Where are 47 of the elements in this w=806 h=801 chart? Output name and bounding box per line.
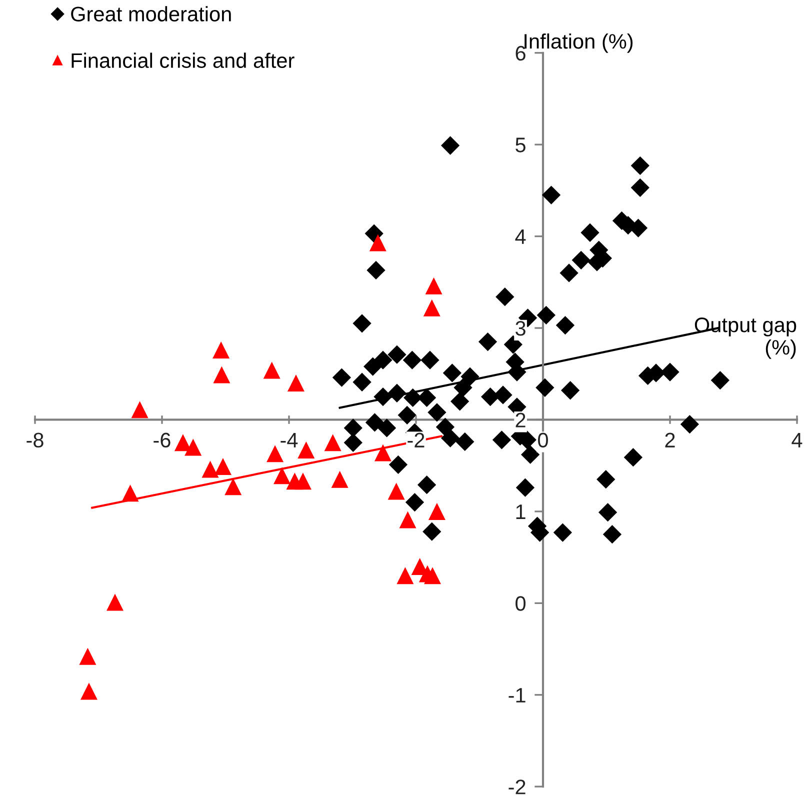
point: [213, 366, 230, 384]
x-tick-label: -6: [154, 432, 170, 448]
y-tick-label: -2: [508, 780, 526, 794]
y-tick-label: 3: [516, 321, 526, 336]
y-tick-label: 1: [516, 504, 526, 519]
y-tick-label: 0: [516, 596, 526, 611]
point: [396, 567, 414, 584]
x-tick-label: -2: [408, 432, 424, 448]
point: [212, 342, 230, 359]
point: [324, 434, 342, 452]
point: [131, 401, 148, 418]
point: [122, 484, 139, 502]
point: [287, 374, 304, 392]
x-tick-label: 0: [538, 432, 548, 448]
point: [298, 441, 315, 458]
point: [184, 438, 202, 456]
point: [174, 434, 192, 452]
point: [79, 648, 96, 665]
y-tick-label: 5: [516, 138, 526, 152]
y-axis-title: Inflation (%): [524, 33, 633, 53]
point: [202, 460, 219, 478]
x-tick-label: -8: [26, 432, 44, 448]
y-tick-label: 4: [515, 230, 526, 244]
y-tick-label: 6: [516, 46, 526, 61]
point: [274, 467, 291, 484]
x-tick-label: -4: [280, 432, 298, 448]
point: [224, 478, 242, 496]
point: [214, 458, 232, 476]
legend-label: Financial crisis and after: [72, 52, 294, 68]
point: [331, 470, 348, 488]
point: [388, 482, 405, 500]
point: [263, 362, 280, 379]
point: [369, 234, 386, 252]
legend-label: Great moderation: [71, 6, 231, 22]
point: [425, 277, 442, 294]
y-tick-label: 2: [516, 412, 526, 428]
x-tick-label: 2: [665, 432, 675, 448]
point: [80, 682, 98, 700]
point: [374, 444, 392, 462]
point: [424, 567, 442, 584]
point: [294, 472, 312, 490]
point: [423, 299, 440, 316]
point: [428, 502, 446, 520]
y-tick-label: -1: [508, 688, 526, 702]
x-tick-label: 4: [792, 432, 802, 448]
point: [399, 511, 416, 528]
point: [106, 594, 124, 611]
